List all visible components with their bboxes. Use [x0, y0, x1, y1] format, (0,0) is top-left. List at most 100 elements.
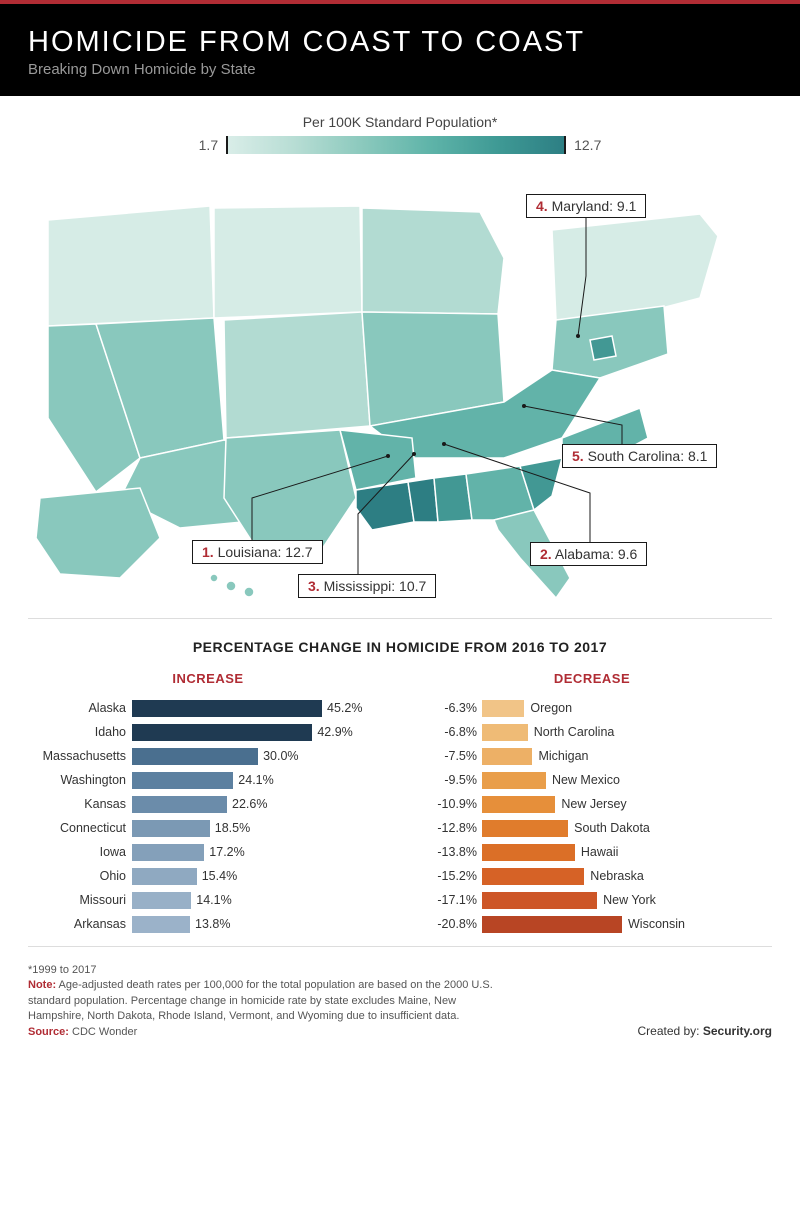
increase-column: INCREASE Alaska 45.2% Idaho 42.9% Massachuse… [28, 671, 388, 936]
decrease-bar-row: -10.9% New Jersey [412, 792, 772, 816]
bar-row-value: -9.5% [412, 773, 482, 787]
bar-row-bar [482, 892, 597, 909]
bar-row-state: North Carolina [528, 725, 615, 739]
legend-max: 12.7 [574, 137, 601, 153]
callout-rank: 2. [540, 546, 552, 562]
bar-row-value: -10.9% [412, 797, 482, 811]
decrease-bar-row: -13.8% Hawaii [412, 840, 772, 864]
bar-row-bar [132, 868, 197, 885]
bar-row-value: -7.5% [412, 749, 482, 763]
map-state-region [226, 581, 236, 591]
bar-row-state: Oregon [524, 701, 572, 715]
increase-bar-row: Iowa17.2% [28, 840, 388, 864]
legend-min: 1.7 [199, 137, 218, 153]
map-state-region [214, 206, 362, 318]
callout-rank: 4. [536, 198, 548, 214]
subtitle: Breaking Down Homicide by State [28, 61, 772, 78]
bar-row-value: -12.8% [412, 821, 482, 835]
bar-row-state: Hawaii [575, 845, 619, 859]
bar-row-value: 42.9% [312, 725, 352, 739]
change-columns: INCREASE Alaska 45.2% Idaho 42.9% Massachuse… [28, 671, 772, 936]
bar-row-state: New Mexico [546, 773, 620, 787]
title: HOMICIDE FROM COAST TO COAST [28, 26, 772, 59]
increase-bar-row: Alaska 45.2% [28, 696, 388, 720]
bar-row-value: 15.4% [197, 869, 237, 883]
callout-label: Louisiana: 12.7 [218, 544, 313, 560]
footer-notes: *1999 to 2017 Note: Age-adjusted death r… [28, 963, 508, 1040]
bar-row-bar [482, 724, 528, 741]
callout-rank: 1. [202, 544, 214, 560]
bar-row-state: Alaska [28, 701, 132, 715]
bar-row-state: Wisconsin [622, 917, 685, 931]
bar-row-bar [482, 844, 575, 861]
map-callout: 3. Mississippi: 10.7 [298, 574, 436, 598]
callout-rank: 3. [308, 578, 320, 594]
increase-bars: Alaska 45.2% Idaho 42.9% Massachusetts30.0% W… [28, 696, 388, 936]
bar-row-state: Idaho [28, 725, 132, 739]
increase-bar-row: Arkansas 13.8% [28, 912, 388, 936]
bar-row-bar [482, 820, 568, 837]
decrease-bar-row: -7.5%Michigan [412, 744, 772, 768]
bar-row-value: 18.5% [210, 821, 250, 835]
bar-row-value: 13.8% [190, 917, 230, 931]
bar-row-value: -6.8% [412, 725, 482, 739]
bar-row-state: Kansas [28, 797, 132, 811]
bar-row-bar [132, 892, 191, 909]
map-callout: 2. Alabama: 9.6 [530, 542, 647, 566]
change-section: PERCENTAGE CHANGE IN HOMICIDE FROM 2016 … [0, 619, 800, 946]
bar-row-bar [132, 916, 190, 933]
bar-row-state: Washington [28, 773, 132, 787]
bar-row-bar [132, 700, 322, 717]
bar-row-value: 24.1% [233, 773, 273, 787]
bar-row-value: 14.1% [191, 893, 231, 907]
callout-label: Mississippi: 10.7 [324, 578, 427, 594]
bar-row-state: New Jersey [555, 797, 626, 811]
increase-header: INCREASE [28, 671, 388, 686]
bar-row-value: 45.2% [322, 701, 362, 715]
bar-row-bar [132, 844, 204, 861]
decrease-bar-row: -9.5% New Mexico [412, 768, 772, 792]
increase-bar-row: Ohio 15.4% [28, 864, 388, 888]
callout-label: South Carolina: 8.1 [588, 448, 708, 464]
bar-row-state: Arkansas [28, 917, 132, 931]
bar-row-bar [132, 748, 258, 765]
bar-row-state: Connecticut [28, 821, 132, 835]
map-state-region [48, 206, 214, 326]
bar-row-state: Nebraska [584, 869, 644, 883]
bar-row-value: 30.0% [258, 749, 298, 763]
bar-row-bar [132, 820, 210, 837]
bar-row-bar [132, 772, 233, 789]
increase-bar-row: Missouri 14.1% [28, 888, 388, 912]
bar-row-value: -13.8% [412, 845, 482, 859]
decrease-bars: -6.3%Oregon-6.8%North Carolina-7.5%Michi… [412, 696, 772, 936]
decrease-bar-row: -6.8% North Carolina [412, 720, 772, 744]
bar-row-state: New York [597, 893, 656, 907]
map-state-region [244, 587, 254, 597]
map-state-region [224, 312, 370, 438]
bar-row-state: Ohio [28, 869, 132, 883]
legend-section: Per 100K Standard Population* 1.7 12.7 [0, 96, 800, 158]
legend-bar-wrap: 1.7 12.7 [0, 136, 800, 154]
map-state-region [590, 336, 616, 360]
bar-row-bar [482, 748, 532, 765]
bar-row-bar [482, 796, 555, 813]
us-map-container: 1. Louisiana: 12.7 3. Mississippi: 10.7 2.… [0, 158, 800, 618]
footer-section: *1999 to 2017 Note: Age-adjusted death r… [0, 947, 800, 1064]
callout-label: Alabama: 9.6 [555, 546, 638, 562]
map-state-region [408, 478, 438, 522]
footer-source: CDC Wonder [69, 1026, 137, 1038]
map-state-region [362, 208, 504, 314]
map-state-region [552, 214, 718, 320]
decrease-header: DECREASE [412, 671, 772, 686]
increase-bar-row: Massachusetts30.0% [28, 744, 388, 768]
bar-row-bar [482, 700, 524, 717]
source-label: Source: [28, 1026, 69, 1038]
map-state-region [224, 430, 356, 558]
increase-bar-row: Kansas22.6% [28, 792, 388, 816]
bar-row-value: -15.2% [412, 869, 482, 883]
bar-row-state: Missouri [28, 893, 132, 907]
map-callout: 1. Louisiana: 12.7 [192, 540, 323, 564]
decrease-bar-row: -12.8%South Dakota [412, 816, 772, 840]
decrease-bar-row: -20.8%Wisconsin [412, 912, 772, 936]
bar-row-bar [132, 724, 312, 741]
